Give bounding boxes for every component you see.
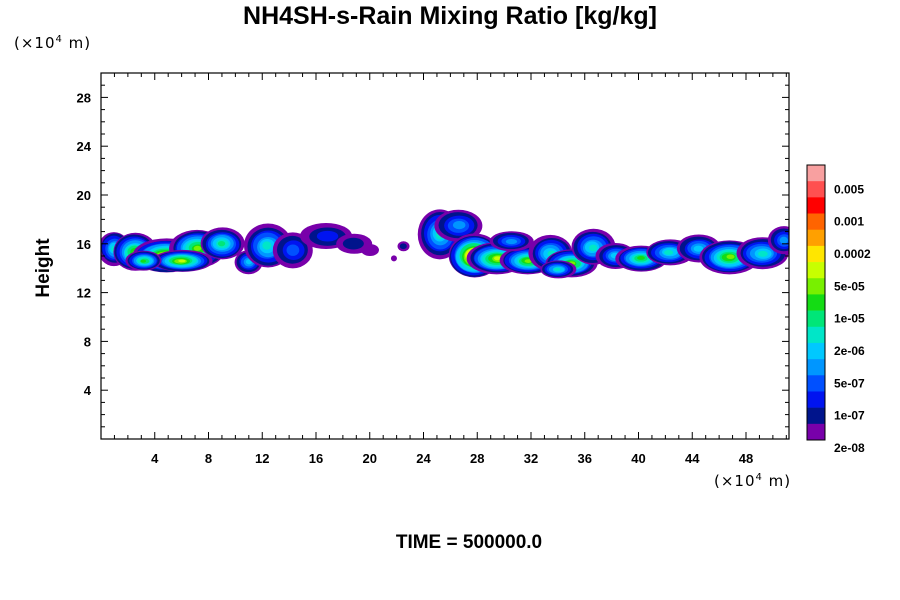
cloud-cell [178, 259, 186, 263]
x-axis-unit: (×104 m) [714, 472, 792, 490]
colorbar-swatch [807, 359, 825, 376]
colorbar-swatch [807, 181, 825, 198]
cloud-cell [140, 259, 146, 263]
colorbar-swatch [807, 262, 825, 279]
colorbar-swatch [807, 375, 825, 392]
colorbar-label: 5e-07 [834, 376, 865, 390]
colorbar-swatch [807, 294, 825, 311]
colorbar-frame [806, 164, 826, 441]
y-tick-label: 16 [77, 237, 91, 252]
colorbar-swatch [807, 310, 825, 328]
x-tick-label: 40 [631, 451, 645, 466]
colorbar-label: 1e-05 [834, 312, 865, 326]
cloud-cell [779, 236, 788, 244]
cloud-cell [360, 243, 379, 256]
cloud-cell [505, 238, 518, 245]
cloud-cell [726, 254, 735, 260]
colorbar-swatch [807, 391, 825, 408]
cloud-cell [316, 230, 339, 242]
cloud-cell [494, 256, 502, 261]
colorbar-swatch [807, 197, 825, 214]
cloud-cell [390, 255, 397, 262]
x-tick-label: 4 [151, 451, 159, 466]
colorbar-label: 0.0002 [834, 247, 871, 261]
cloud-cell [399, 243, 407, 250]
colorbar-swatch [807, 342, 825, 360]
x-tick-label: 28 [470, 451, 484, 466]
cloud-cell [693, 245, 704, 252]
colorbar-swatch [807, 229, 825, 247]
cloud-cell [217, 240, 226, 247]
y-axis-unit: (×104 m) [14, 34, 92, 52]
colorbar-label: 0.005 [834, 182, 864, 196]
cloud-cell [452, 220, 466, 230]
y-tick-label: 28 [77, 90, 91, 105]
colorbar-swatch [807, 245, 825, 263]
cloud-cell [286, 244, 300, 256]
y-tick-label: 24 [77, 139, 92, 154]
x-tick-label: 24 [416, 451, 431, 466]
colorbar-label: 2e-08 [834, 441, 865, 455]
x-tick-label: 20 [363, 451, 377, 466]
x-tick-label: 48 [739, 451, 753, 466]
colorbar-swatch [807, 278, 825, 295]
y-tick-label: 20 [77, 188, 91, 203]
cloud-cell [262, 241, 272, 250]
contour-fields [101, 209, 789, 279]
chart-title: NH4SH-s-Rain Mixing Ratio [kg/kg] [243, 2, 657, 30]
x-tick-label: 8 [205, 451, 212, 466]
time-label: TIME = 500000.0 [395, 532, 543, 553]
y-tick-label: 8 [84, 334, 91, 349]
colorbar-swatch [807, 326, 825, 344]
colorbar-swatch [807, 423, 825, 441]
colorbar-label: 2e-06 [834, 344, 865, 358]
colorbar-label: 5e-05 [834, 279, 865, 293]
cloud-cell [637, 256, 645, 260]
cloud-cell [193, 245, 202, 251]
x-tick-label: 36 [578, 451, 592, 466]
x-tick-label: 12 [255, 451, 269, 466]
cloud-cell [553, 267, 561, 272]
colorbar: 0.005 0.001 0.0002 5e-05 1e-05 2e-06 5e-07 1e-0… [806, 164, 871, 455]
y-tick-label: 4 [84, 383, 92, 398]
colorbar-swatch [807, 165, 825, 182]
colorbar-label: 1e-07 [834, 409, 865, 423]
colorbar-swatch [807, 407, 825, 425]
y-tick-label: 12 [77, 286, 91, 301]
cloud-cell [342, 237, 364, 250]
colorbar-swatch [807, 213, 825, 231]
cloud-cell [589, 244, 598, 252]
colorbar-label: 0.001 [834, 215, 864, 229]
x-tick-label: 44 [685, 451, 700, 466]
cloud-cell [757, 250, 768, 257]
x-tick-label: 32 [524, 451, 538, 466]
x-tick-label: 16 [309, 451, 323, 466]
cloud-cell [664, 250, 674, 255]
